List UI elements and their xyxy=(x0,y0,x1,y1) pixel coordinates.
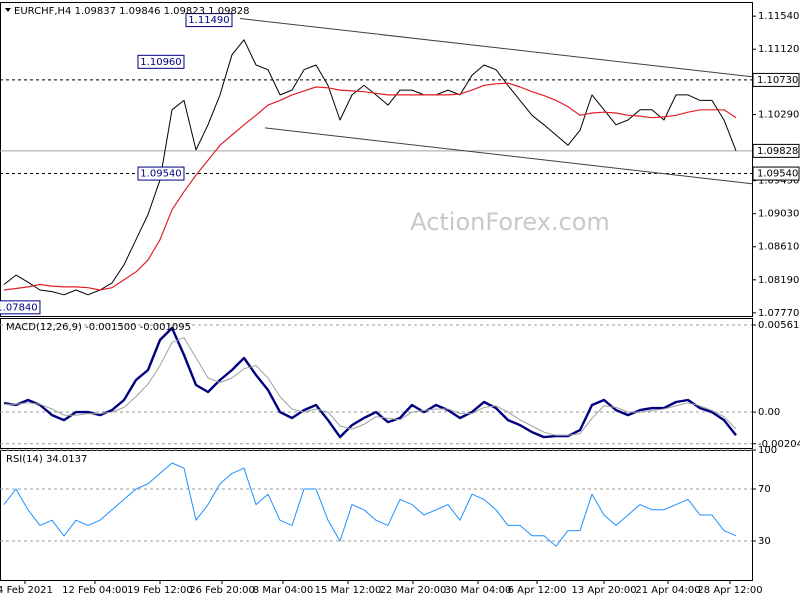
trendline xyxy=(264,127,753,185)
panel-title: RSI(14) 34.0137 xyxy=(6,454,87,465)
panel-frame xyxy=(0,2,753,317)
price-annotation: 1.10960 xyxy=(140,57,181,68)
price-annotation-box xyxy=(0,300,41,315)
x-tick-label: 13 Apr 20:00 xyxy=(571,585,636,596)
level-label: 1.09540 xyxy=(757,169,798,180)
y-tick-label: 30 xyxy=(758,536,771,547)
y-tick-label: 1.07770 xyxy=(758,308,799,319)
price-annotation-box xyxy=(185,13,233,28)
x-tick-label: 26 Feb 20:00 xyxy=(189,585,255,596)
x-tick-label: 12 Feb 04:00 xyxy=(62,585,128,596)
y-tick-label: 0.00 xyxy=(758,407,780,418)
panel-frame xyxy=(0,450,753,581)
price-annotation: 1.11490 xyxy=(188,15,229,26)
last-price-box xyxy=(752,143,800,158)
panel-frame xyxy=(0,318,753,449)
y-tick-label: 0.005618 xyxy=(758,320,800,331)
price-annotation-box xyxy=(137,166,185,181)
x-tick-label: 28 Apr 12:00 xyxy=(697,585,762,596)
level-label: 1.10730 xyxy=(757,75,798,86)
x-tick-label: 4 Feb 2021 xyxy=(0,585,53,596)
watermark: ActionForex.com xyxy=(410,208,610,236)
series-line xyxy=(3,462,737,547)
panel-title: EURCHF,H4 1.09837 1.09846 1.09823 1.0982… xyxy=(14,6,250,17)
series-line xyxy=(3,82,737,291)
x-tick-label: 22 Mar 20:00 xyxy=(380,585,447,596)
x-tick-label: 15 Mar 12:00 xyxy=(315,585,382,596)
level-label-box xyxy=(752,72,800,87)
series-line xyxy=(3,326,737,439)
x-tick-label: 30 Mar 04:00 xyxy=(445,585,512,596)
panel-title: MACD(12,26,9) -0.001500 -0.001095 xyxy=(6,322,191,333)
trendline xyxy=(239,18,753,78)
y-tick-label: 1.11120 xyxy=(758,44,799,55)
x-tick-label: 8 Mar 04:00 xyxy=(253,585,313,596)
y-tick-label: 1.11540 xyxy=(758,11,799,22)
price-annotation: 1.07840 xyxy=(0,302,38,313)
y-tick-label: -0.002046 xyxy=(758,439,800,450)
y-tick-label: 1.09030 xyxy=(758,209,799,220)
y-tick-label: 70 xyxy=(758,484,771,495)
last-price-label: 1.09828 xyxy=(757,146,798,157)
title-icon xyxy=(5,8,11,12)
x-tick-label: 6 Apr 12:00 xyxy=(508,585,567,596)
y-tick-label: 1.08190 xyxy=(758,275,799,286)
price-annotation-box xyxy=(137,54,185,69)
x-tick-label: 21 Apr 04:00 xyxy=(635,585,700,596)
level-label-box xyxy=(752,166,800,181)
series-line xyxy=(4,337,737,436)
y-tick-label: 1.09450 xyxy=(758,176,799,187)
price-annotation: 1.09540 xyxy=(140,169,181,180)
x-tick-label: 19 Feb 12:00 xyxy=(127,585,193,596)
series-line xyxy=(3,39,737,296)
y-tick-label: 1.08610 xyxy=(758,242,799,253)
y-tick-label: 1.10290 xyxy=(758,110,799,121)
y-tick-label: 100 xyxy=(758,445,777,456)
